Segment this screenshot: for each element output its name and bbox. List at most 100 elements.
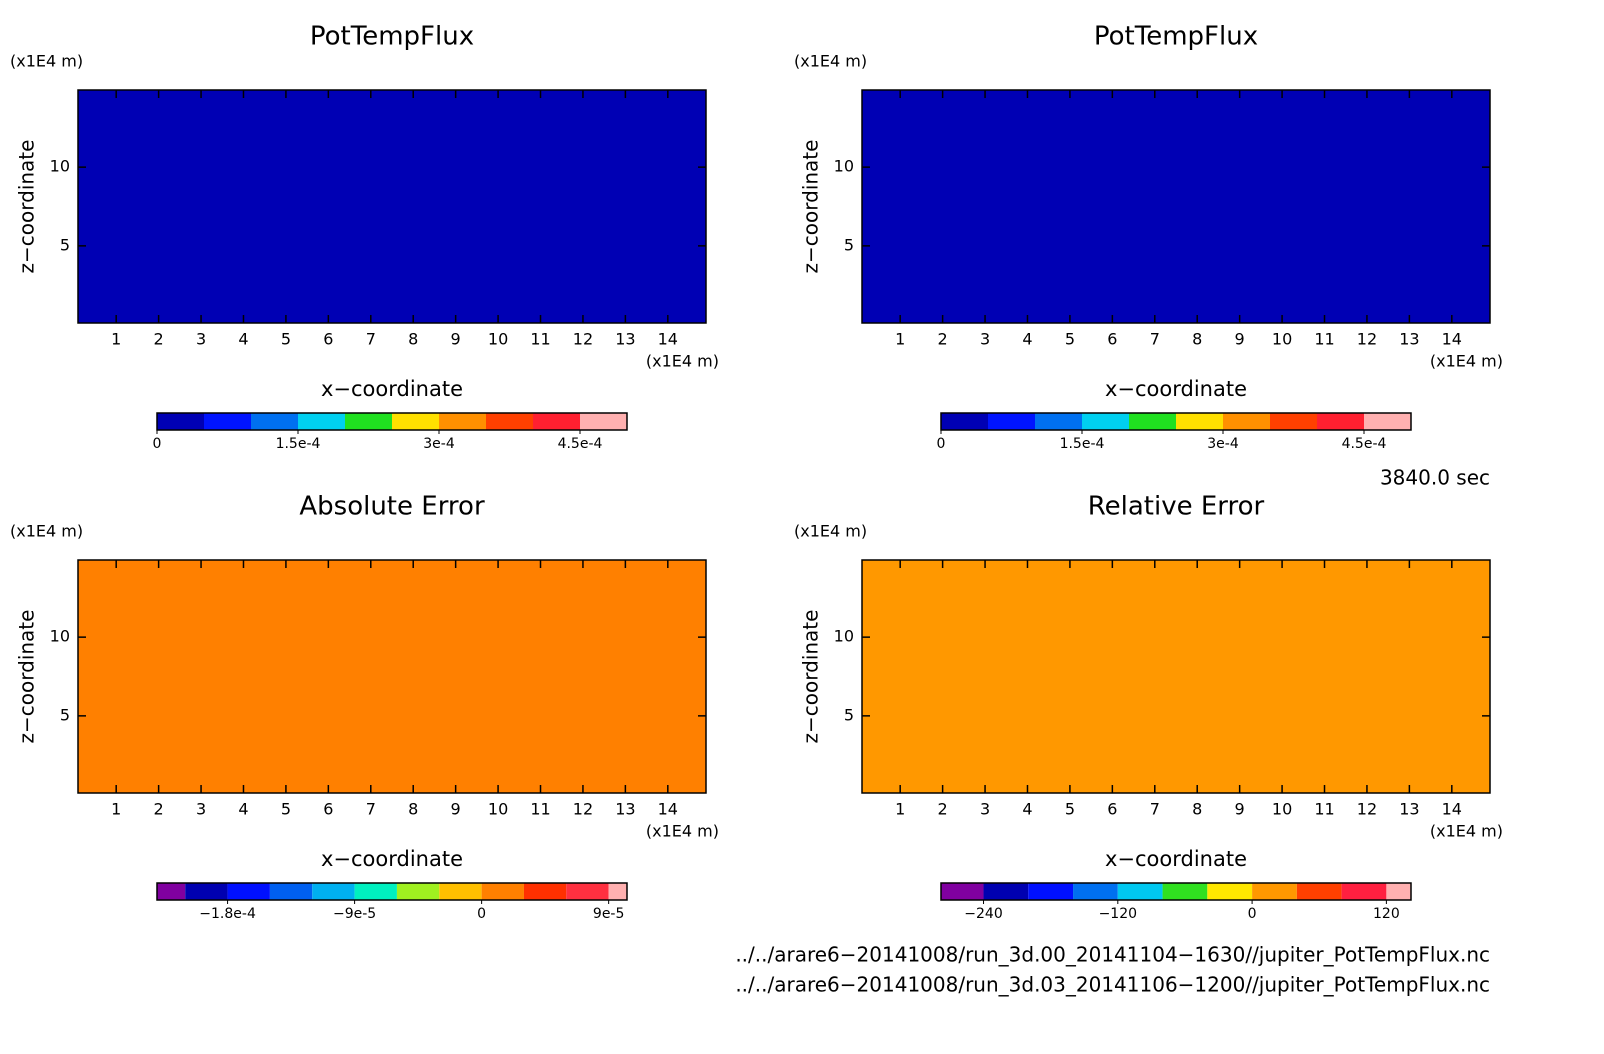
colorbar-segment — [486, 413, 533, 430]
x-tick-label: 12 — [573, 330, 593, 349]
y-unit: (x1E4 m) — [794, 522, 867, 541]
x-tick-label: 7 — [366, 800, 376, 819]
x-tick-label: 13 — [1399, 800, 1419, 819]
y-label: z−coordinate — [15, 610, 39, 744]
x-tick-label: 2 — [154, 330, 164, 349]
y-tick-label: 10 — [50, 627, 70, 646]
colorbar-segment — [1129, 413, 1176, 430]
colorbar-segment — [1028, 883, 1074, 900]
x-tick-label: 9 — [1235, 330, 1245, 349]
colorbar-segment — [439, 413, 486, 430]
x-label: x−coordinate — [321, 377, 463, 401]
y-tick-label: 5 — [844, 235, 854, 254]
y-unit: (x1E4 m) — [10, 52, 83, 71]
x-tick-label: 4 — [1022, 800, 1032, 819]
colorbar-tick-label: −120 — [1099, 906, 1137, 922]
colorbar-segment — [983, 883, 1029, 900]
file-label: ../../arare6−20141008/run_3d.00_20141104… — [735, 943, 1490, 967]
x-tick-label: 5 — [281, 330, 291, 349]
colorbar-segment — [157, 883, 186, 900]
x-tick-label: 2 — [154, 800, 164, 819]
x-tick-label: 2 — [938, 800, 948, 819]
x-tick-label: 11 — [530, 330, 550, 349]
field — [78, 560, 706, 793]
x-tick-label: 4 — [1022, 330, 1032, 349]
colorbar-segment — [523, 883, 567, 900]
x-tick-label: 13 — [615, 330, 635, 349]
colorbar-segment — [1252, 883, 1297, 900]
colorbar-tick-label: 1.5e-4 — [1060, 436, 1105, 452]
colorbar-segment — [1296, 883, 1342, 900]
plot-frame — [77, 559, 707, 794]
x-tick-label: 1 — [895, 800, 905, 819]
colorbar-segment — [580, 413, 627, 430]
y-tick-label: 10 — [834, 627, 854, 646]
plot-frame — [861, 89, 1491, 324]
x-tick-label: 13 — [615, 800, 635, 819]
x-tick-label: 5 — [1065, 800, 1075, 819]
colorbar-segment — [533, 413, 580, 430]
colorbar-segment — [1073, 883, 1118, 900]
colorbar-segment — [1162, 883, 1208, 900]
x-tick-label: 11 — [530, 800, 550, 819]
x-tick-label: 14 — [1442, 800, 1462, 819]
x-tick-label: 10 — [1272, 800, 1292, 819]
colorbar-segment — [185, 883, 228, 900]
field — [862, 560, 1490, 793]
x-tick-label: 11 — [1314, 800, 1334, 819]
colorbar-tick-label: −240 — [964, 906, 1002, 922]
colorbar-segment — [988, 413, 1035, 430]
colorbar-tick-label: −1.8e-4 — [199, 906, 256, 922]
y-unit: (x1E4 m) — [10, 522, 83, 541]
chart-title: PotTempFlux — [310, 22, 474, 52]
colorbar-segment — [566, 883, 609, 900]
x-tick-label: 4 — [238, 330, 248, 349]
colorbar-segment — [312, 883, 355, 900]
x-tick-label: 5 — [1065, 330, 1075, 349]
chart-title: Relative Error — [1088, 492, 1265, 522]
colorbar-tick-label: 4.5e-4 — [558, 436, 603, 452]
x-tick-label: 12 — [1357, 330, 1377, 349]
x-unit: (x1E4 m) — [646, 822, 719, 841]
x-tick-label: 9 — [451, 800, 461, 819]
x-tick-label: 10 — [488, 800, 508, 819]
x-tick-label: 2 — [938, 330, 948, 349]
colorbar-tick-label: 9e-5 — [593, 906, 624, 922]
x-tick-label: 6 — [323, 800, 333, 819]
plot-frame — [861, 559, 1491, 794]
colorbar-tick-label: 0 — [1248, 906, 1257, 922]
colorbar-segment — [396, 883, 440, 900]
colorbar-segment — [1270, 413, 1317, 430]
colorbar-segment — [1035, 413, 1082, 430]
colorbar-segment — [1176, 413, 1223, 430]
colorbar-segment — [608, 883, 627, 900]
x-unit: (x1E4 m) — [1430, 352, 1503, 371]
colorbar-tick-label: 3e-4 — [1207, 436, 1239, 452]
x-tick-label: 6 — [1107, 800, 1117, 819]
colorbar-segment — [941, 413, 988, 430]
colorbar-frame — [156, 412, 628, 431]
x-tick-label: 7 — [1150, 330, 1160, 349]
x-tick-label: 7 — [1150, 800, 1160, 819]
colorbar-segment — [1317, 413, 1364, 430]
colorbar-segment — [1117, 883, 1163, 900]
x-tick-label: 8 — [408, 330, 418, 349]
colorbar-segment — [345, 413, 392, 430]
colorbar-segment — [298, 413, 345, 430]
x-tick-label: 10 — [1272, 330, 1292, 349]
colorbar-segment — [1386, 883, 1411, 900]
x-tick-label: 12 — [1357, 800, 1377, 819]
colorbar-segment — [1223, 413, 1270, 430]
x-unit: (x1E4 m) — [646, 352, 719, 371]
x-tick-label: 14 — [658, 330, 678, 349]
x-tick-label: 1 — [111, 330, 121, 349]
colorbar-segment — [1207, 883, 1253, 900]
colorbar-frame — [940, 412, 1412, 431]
x-tick-label: 4 — [238, 800, 248, 819]
colorbar-segment — [1364, 413, 1411, 430]
x-tick-label: 9 — [1235, 800, 1245, 819]
x-tick-label: 6 — [1107, 330, 1117, 349]
colorbar-segment — [227, 883, 270, 900]
colorbar-segment — [269, 883, 313, 900]
